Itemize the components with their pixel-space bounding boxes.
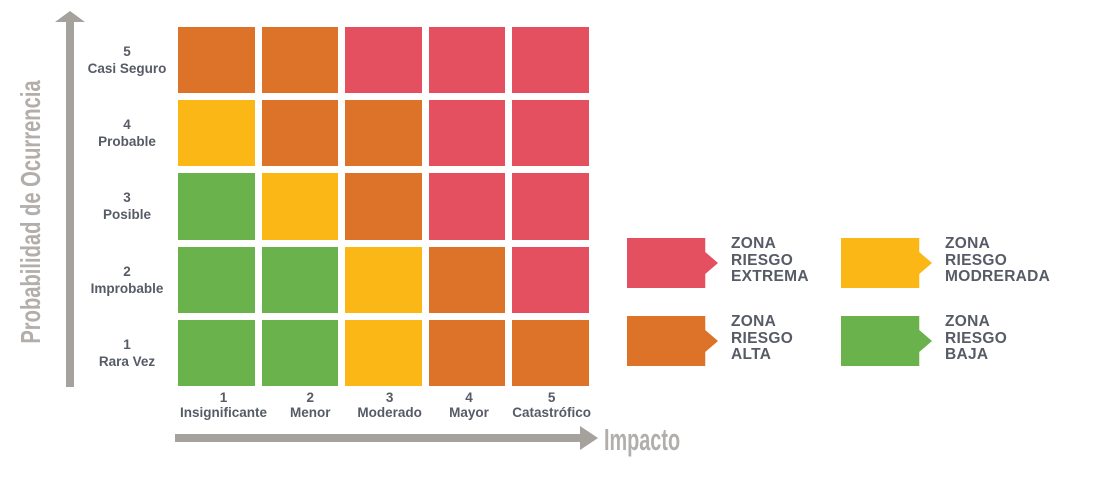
legend: ZONA RIESGO EXTREMA ZONA RIESGO MODRERADA ZONA…	[627, 235, 1051, 366]
y-axis-arrow-shaft	[66, 20, 74, 387]
y-tick-text: Posible	[102, 207, 151, 223]
legend-label-line: EXTREMA	[731, 268, 809, 285]
cell-prob3-imp3	[345, 173, 422, 240]
legend-swatch-extrema-icon	[627, 238, 718, 288]
y-tick-3: 3 Posible	[77, 173, 177, 239]
legend-label-line: RIESGO	[731, 251, 794, 269]
x-axis-arrow-icon	[580, 426, 598, 450]
legend-label-line: ZONA	[945, 313, 991, 330]
legend-swatch-baja-icon	[841, 316, 932, 366]
x-tick-text: Moderado	[357, 405, 422, 420]
cell-prob2-imp5	[512, 246, 589, 313]
cell-prob5-imp2	[261, 27, 339, 94]
legend-label-extrema: ZONA RIESGO EXTREMA	[731, 235, 809, 286]
legend-swatch-moderada-icon	[841, 238, 932, 288]
cell-prob2-imp1	[178, 246, 255, 313]
cell-prob1-imp2	[261, 319, 339, 386]
cell-prob4-imp3	[345, 100, 422, 167]
legend-label-line: MODRERADA	[945, 268, 1051, 285]
x-tick-text: Insignificante	[180, 405, 268, 420]
x-tick-value: 1	[219, 390, 228, 405]
x-tick-value: 3	[385, 390, 394, 405]
x-tick-text: Catastrófico	[512, 405, 591, 420]
cell-prob2-imp3	[345, 246, 422, 313]
matrix-grid	[178, 27, 589, 386]
x-tick-1: 1 Insignificante	[180, 390, 267, 424]
cell-prob4-imp2	[261, 100, 339, 167]
cell-prob2-imp4	[428, 246, 506, 313]
x-tick-text: Menor	[289, 405, 331, 420]
y-tick-1: 1 Rara Vez	[77, 320, 177, 386]
x-tick-value: 5	[547, 390, 556, 405]
legend-label-line: RIESGO	[731, 329, 794, 347]
x-tick-text: Mayor	[449, 405, 489, 420]
legend-swatch-alta-icon	[627, 316, 718, 366]
legend-item-extrema: ZONA RIESGO EXTREMA	[627, 235, 841, 288]
y-axis-title: Probabilidad de Ocurrencia	[15, 80, 46, 344]
legend-label-line: ALTA	[731, 346, 772, 363]
cell-prob4-imp1	[178, 100, 255, 167]
cell-prob5-imp4	[428, 27, 506, 94]
legend-label-line: ZONA	[731, 313, 777, 330]
y-tick-value: 5	[123, 44, 131, 60]
cell-prob2-imp2	[261, 246, 339, 313]
x-tick-value: 2	[306, 390, 314, 405]
y-tick-value: 2	[123, 263, 131, 279]
x-axis-arrow-shaft	[175, 434, 580, 442]
legend-label-baja: ZONA RIESGO BAJA	[945, 313, 1008, 364]
legend-item-baja: ZONA RIESGO BAJA	[841, 313, 1050, 366]
legend-label-alta: ZONA RIESGO ALTA	[731, 313, 794, 364]
x-tick-4: 4 Mayor	[433, 390, 505, 424]
y-tick-text: Improbable	[90, 280, 164, 296]
y-tick-value: 4	[123, 117, 131, 133]
y-tick-5: 5 Casi Seguro	[77, 27, 177, 93]
x-tick-5: 5 Catastrófico	[512, 390, 591, 424]
legend-label-line: ZONA	[945, 235, 991, 252]
y-tick-2: 2 Improbable	[77, 247, 177, 313]
cell-prob4-imp5	[512, 100, 589, 167]
y-tick-value: 1	[123, 336, 131, 352]
legend-item-moderada: ZONA RIESGO MODRERADA	[841, 235, 1051, 288]
cell-prob1-imp4	[428, 319, 506, 386]
cell-prob4-imp4	[428, 100, 506, 167]
x-tick-value: 4	[465, 390, 473, 405]
cell-prob5-imp1	[178, 27, 255, 94]
cell-prob3-imp1	[178, 173, 255, 240]
cell-prob3-imp5	[512, 173, 589, 240]
y-tick-text: Rara Vez	[98, 353, 156, 369]
x-tick-3: 3 Moderado	[353, 390, 425, 424]
legend-label-line: RIESGO	[945, 329, 1008, 347]
cell-prob1-imp3	[345, 319, 422, 386]
legend-label-line: BAJA	[945, 346, 989, 363]
cell-prob5-imp3	[345, 27, 422, 94]
y-tick-value: 3	[123, 190, 131, 206]
legend-label-line: RIESGO	[945, 251, 1008, 269]
legend-label-moderada: ZONA RIESGO MODRERADA	[945, 235, 1051, 286]
y-axis-arrow-icon	[55, 11, 85, 22]
cell-prob1-imp5	[512, 319, 589, 386]
y-tick-4: 4 Probable	[77, 100, 177, 166]
y-axis-tick-labels: 5 Casi Seguro 4 Probable 3 Posible 2 Improbable…	[77, 27, 177, 386]
legend-item-alta: ZONA RIESGO ALTA	[627, 313, 841, 366]
x-axis-title: Impacto	[604, 422, 681, 457]
y-tick-text: Probable	[98, 134, 156, 150]
cell-prob5-imp5	[512, 27, 589, 94]
x-axis-tick-labels: 1 Insignificante 2 Menor 3 Moderado 4 Mayor 5 Cat…	[180, 390, 591, 424]
x-tick-2: 2 Menor	[274, 390, 346, 424]
legend-label-line: ZONA	[731, 235, 777, 252]
cell-prob3-imp2	[261, 173, 339, 240]
cell-prob3-imp4	[428, 173, 506, 240]
cell-prob1-imp1	[178, 319, 255, 386]
y-tick-text: Casi Seguro	[87, 61, 167, 77]
